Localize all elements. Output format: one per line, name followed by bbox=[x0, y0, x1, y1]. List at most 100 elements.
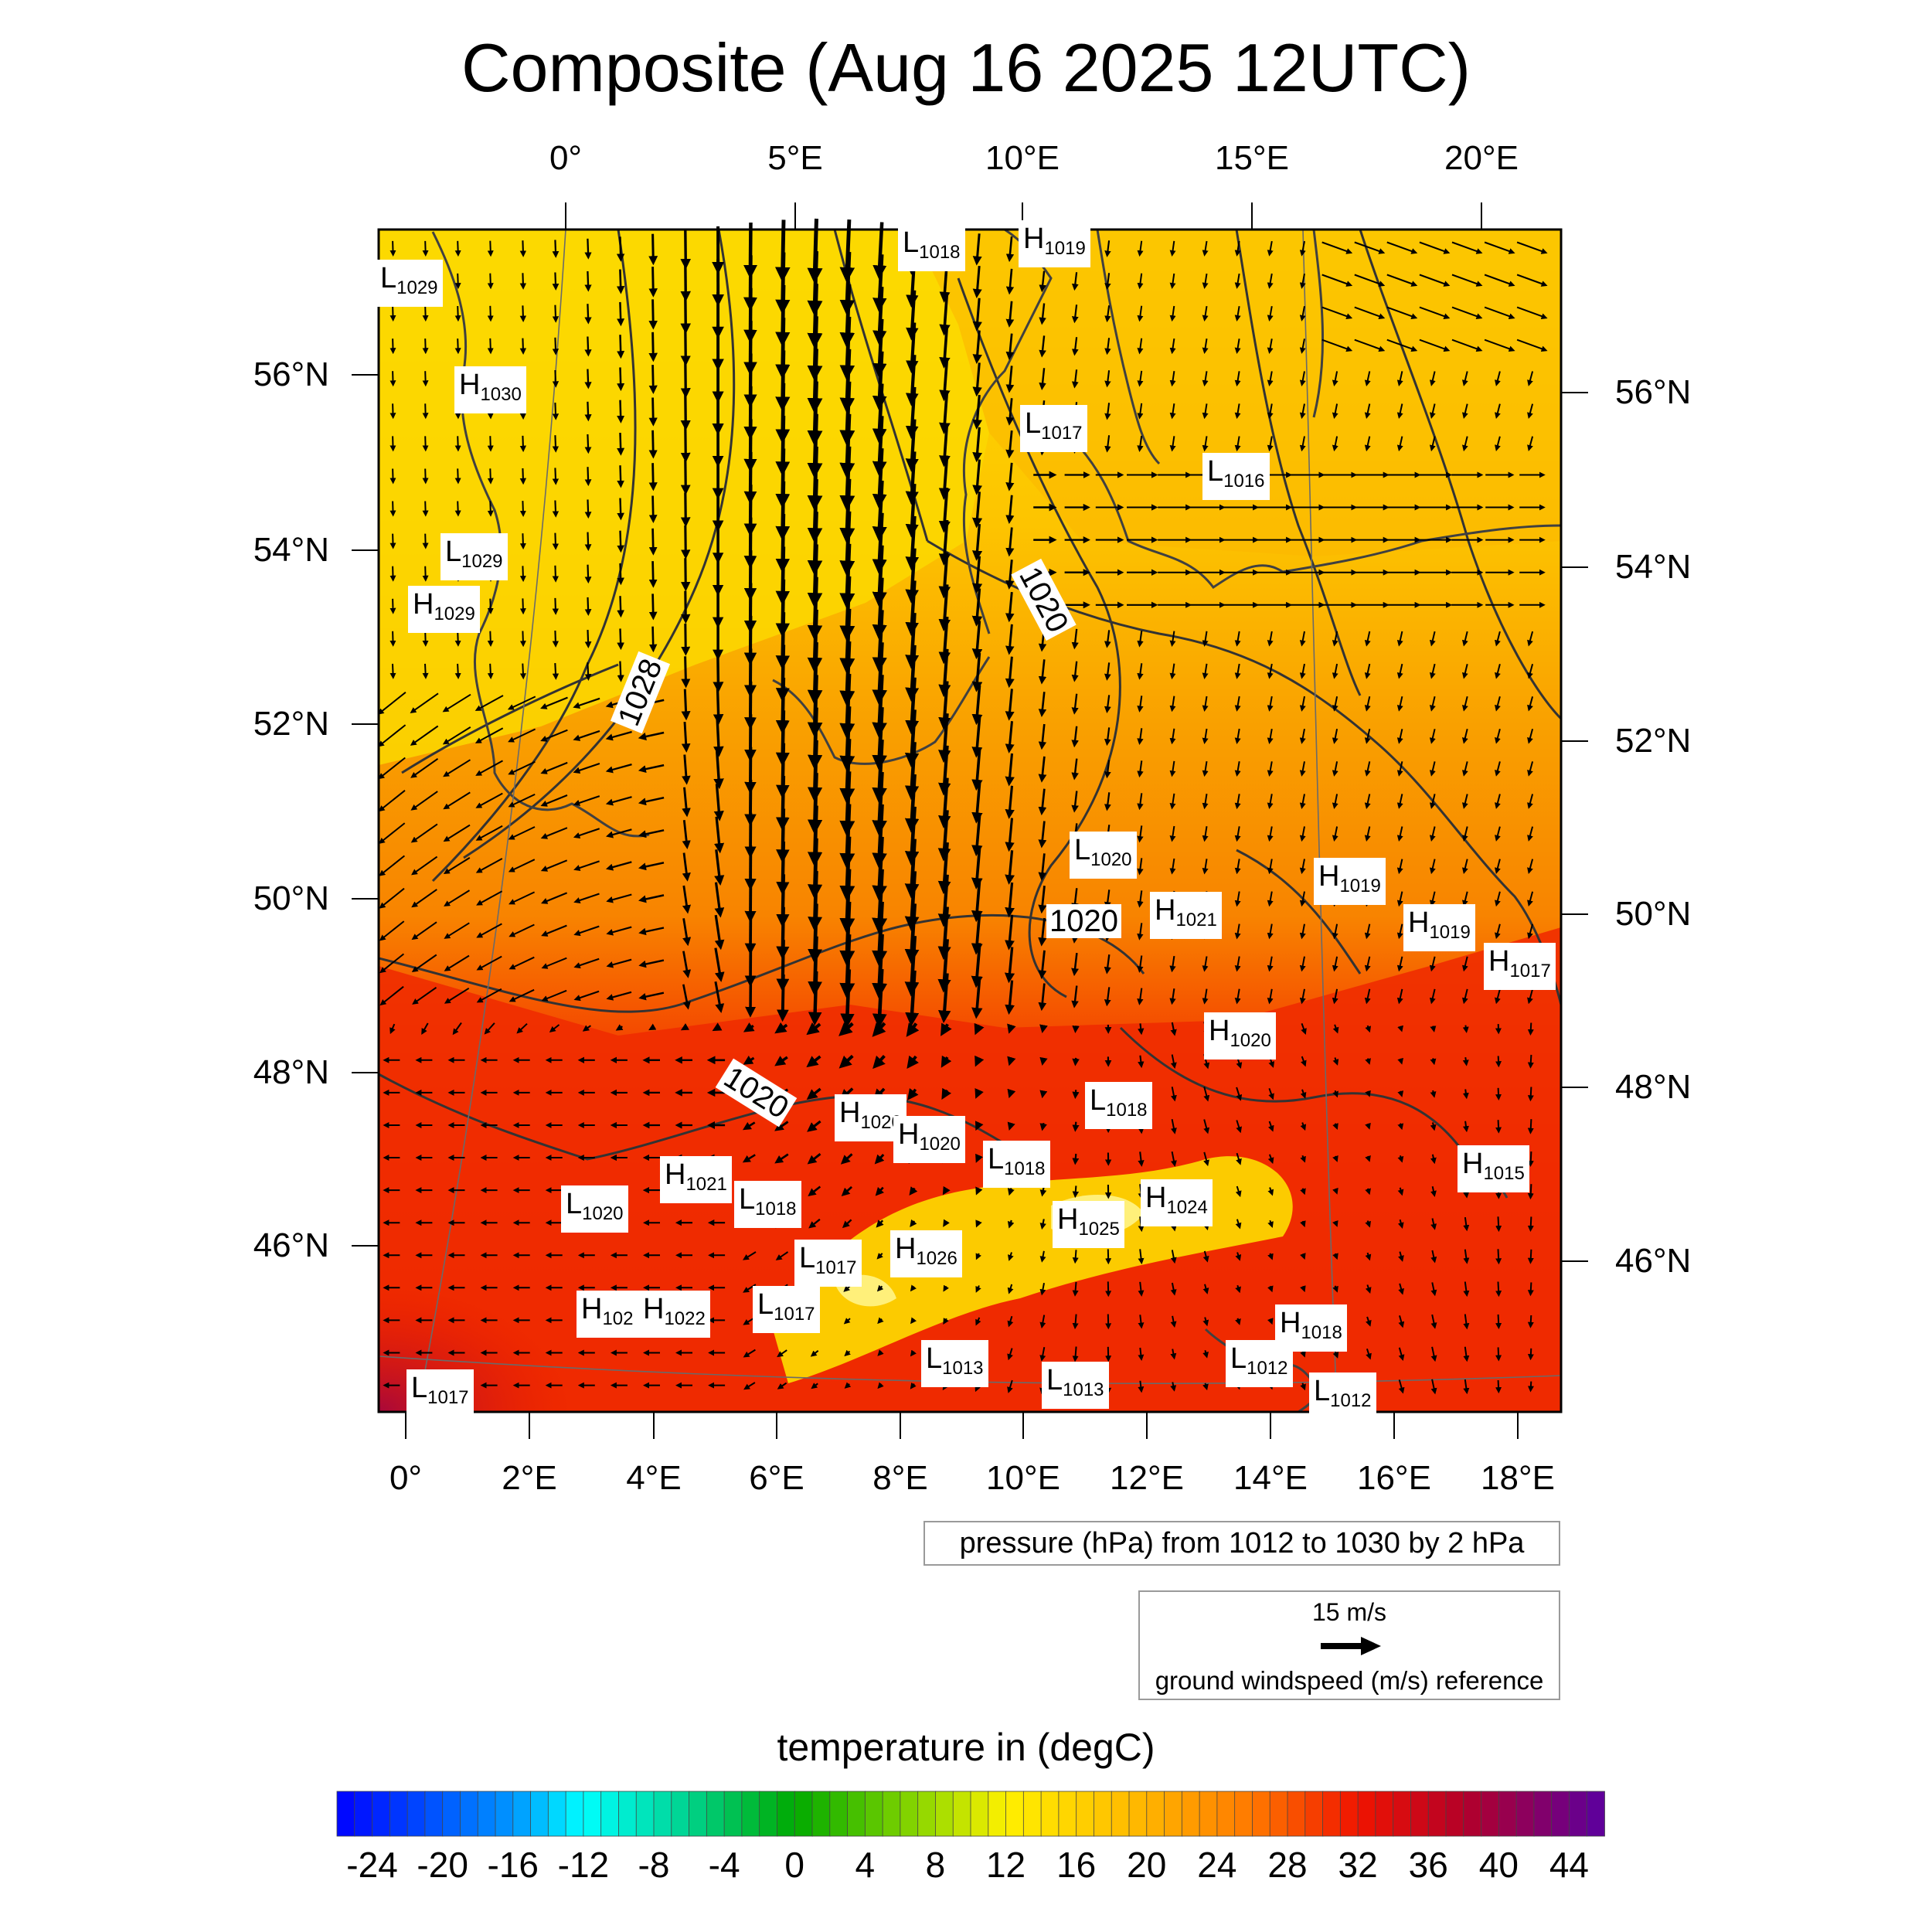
wind-arrow bbox=[775, 1251, 789, 1260]
wind-arrow bbox=[638, 959, 665, 968]
wind-arrow bbox=[1397, 1123, 1404, 1131]
wind-arrow bbox=[1354, 241, 1386, 254]
wind-arrow bbox=[549, 1024, 560, 1032]
wind-arrow bbox=[1463, 1379, 1470, 1395]
wind-arrow bbox=[1138, 1249, 1145, 1265]
wind-arrow bbox=[379, 920, 405, 941]
wind-arrow bbox=[1365, 1122, 1371, 1130]
wind-arrow bbox=[474, 695, 504, 711]
wind-arrow bbox=[806, 1055, 821, 1068]
wind-arrow bbox=[905, 515, 920, 571]
wind-arrow bbox=[1234, 306, 1241, 321]
wind-arrow bbox=[905, 419, 919, 472]
wind-arrow bbox=[1072, 1185, 1080, 1199]
wind-arrow bbox=[971, 943, 983, 988]
left-lat-label: 48°N bbox=[253, 1053, 329, 1091]
wind-arrow bbox=[1071, 791, 1079, 813]
colorbar-cell bbox=[1287, 1791, 1306, 1837]
wind-arrow bbox=[1451, 306, 1483, 319]
colorbar-cell bbox=[618, 1791, 638, 1837]
colorbar-cell bbox=[1181, 1791, 1201, 1837]
wind-arrow bbox=[910, 1219, 917, 1227]
wind-arrow bbox=[1005, 882, 1015, 918]
colorbar-cell bbox=[988, 1791, 1007, 1837]
wind-arrow bbox=[713, 652, 724, 693]
wind-arrow bbox=[1299, 826, 1306, 842]
wind-arrow bbox=[1397, 1219, 1404, 1230]
wind-arrow bbox=[648, 233, 658, 266]
colorbar-cell bbox=[952, 1791, 971, 1837]
pressure-center-label: L1012 bbox=[1226, 1340, 1293, 1387]
wind-arrow bbox=[1484, 241, 1515, 254]
wind-arrow bbox=[910, 1317, 917, 1325]
wind-arrow bbox=[1007, 1348, 1013, 1361]
wind-arrow bbox=[905, 612, 920, 669]
wind-arrow bbox=[422, 663, 429, 679]
wind-arrow bbox=[1038, 886, 1047, 914]
wind-arrow bbox=[1527, 1249, 1534, 1264]
wind-arrow bbox=[1430, 1058, 1437, 1066]
colorbar-cell bbox=[372, 1791, 391, 1837]
pressure-center-label: H1021 bbox=[660, 1156, 732, 1203]
wind-arrow bbox=[1484, 274, 1515, 287]
pressure-center-label: L1018 bbox=[734, 1181, 801, 1228]
wind-arrow bbox=[1332, 1285, 1338, 1293]
wind-arrow bbox=[713, 816, 725, 854]
wind-arrow bbox=[1202, 371, 1209, 387]
wind-arrow bbox=[1072, 1153, 1080, 1165]
wind-arrow bbox=[1527, 923, 1534, 940]
wind-arrow bbox=[410, 823, 438, 843]
wind-arrow bbox=[1451, 274, 1483, 287]
wind-arrow bbox=[1005, 462, 1015, 492]
wind-arrow bbox=[1039, 1186, 1047, 1197]
wind-arrow bbox=[1039, 303, 1046, 325]
pressure-contour-note: pressure (hPa) from 1012 to 1030 by 2 hP… bbox=[923, 1521, 1560, 1566]
wind-arrow bbox=[389, 1023, 396, 1035]
colorbar-cell bbox=[1375, 1791, 1394, 1837]
colorbar-cell bbox=[1586, 1791, 1605, 1837]
wind-arrow bbox=[1396, 696, 1403, 712]
wind-arrow bbox=[971, 814, 983, 857]
wind-arrow bbox=[1202, 338, 1209, 355]
wind-arrow bbox=[519, 338, 527, 355]
pressure-center-label: H1030 bbox=[454, 366, 526, 413]
wind-arrow bbox=[1451, 241, 1483, 254]
wind-arrow bbox=[1171, 1151, 1177, 1167]
wind-arrow bbox=[454, 305, 461, 322]
colorbar-cell bbox=[1199, 1791, 1218, 1837]
wind-arrow bbox=[1267, 696, 1274, 712]
colorbar-cell bbox=[1269, 1791, 1288, 1837]
wind-arrow bbox=[638, 992, 665, 1001]
colorbar-tick-label: 4 bbox=[855, 1845, 876, 1885]
pressure-center-label: L1018 bbox=[983, 1141, 1050, 1188]
wind-arrow bbox=[474, 727, 504, 743]
wind-arrow bbox=[1321, 241, 1353, 254]
wind-arrow bbox=[475, 792, 503, 808]
wind-arrow bbox=[1495, 923, 1501, 940]
wind-arrow bbox=[1202, 826, 1209, 842]
wind-arrow bbox=[1169, 760, 1176, 777]
wind-arrow bbox=[1234, 859, 1241, 875]
wind-arrow bbox=[972, 330, 982, 364]
wind-arrow bbox=[617, 661, 624, 682]
wind-arrow bbox=[1007, 1188, 1015, 1196]
wind-arrow bbox=[573, 925, 600, 937]
wind-arrow bbox=[904, 742, 920, 801]
colorbar-cell bbox=[1339, 1791, 1359, 1837]
wind-arrow bbox=[1419, 274, 1451, 287]
wind-arrow bbox=[1419, 241, 1451, 254]
wind-arrow bbox=[540, 696, 568, 709]
wind-arrow bbox=[937, 810, 951, 862]
wind-arrow bbox=[1202, 988, 1209, 1005]
wind-arrow bbox=[975, 1088, 984, 1099]
wind-arrow bbox=[454, 631, 461, 647]
wind-arrow bbox=[939, 359, 951, 402]
wind-arrow bbox=[1527, 1315, 1534, 1328]
wind-arrow bbox=[841, 1185, 853, 1197]
wind-arrow bbox=[777, 1382, 787, 1389]
wind-arrow bbox=[444, 987, 470, 1004]
wind-arrow bbox=[1235, 1185, 1242, 1198]
wind-arrow bbox=[540, 794, 568, 807]
colorbar-cell bbox=[1481, 1791, 1500, 1837]
colorbar-tick-label: 8 bbox=[925, 1845, 946, 1885]
